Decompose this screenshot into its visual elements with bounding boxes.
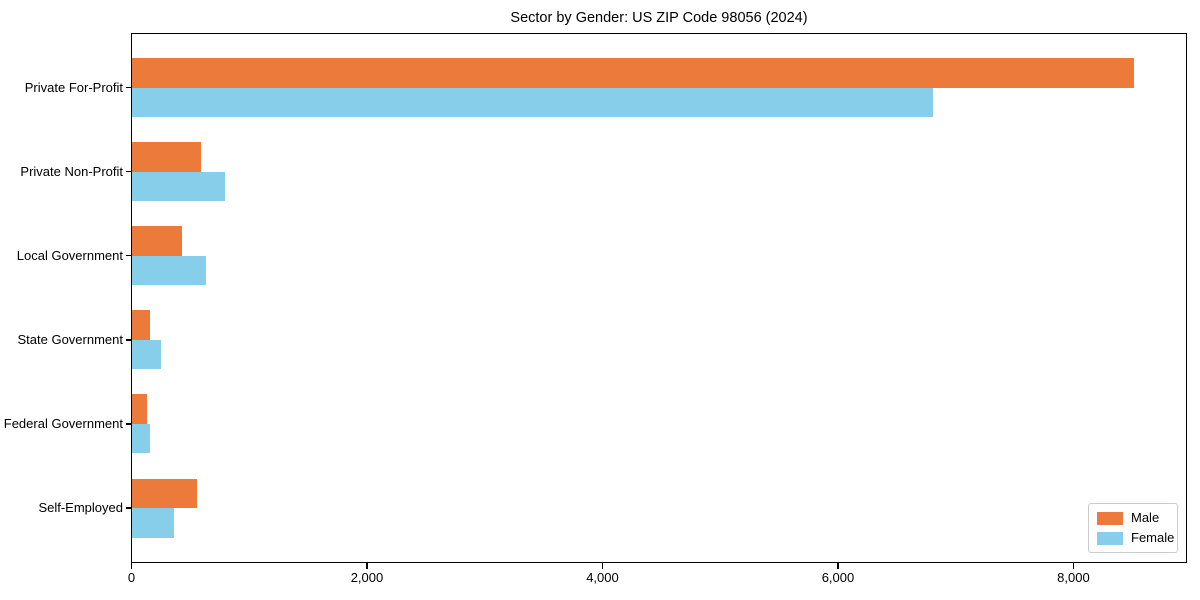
- bar-female-private-for-profit: [131, 87, 933, 118]
- legend-item-female: Female: [1089, 530, 1177, 546]
- bar-male-private-for-profit: [131, 58, 1135, 88]
- x-tick-label: 8,000: [1057, 570, 1090, 585]
- bar-male-private-non-profit: [131, 142, 201, 172]
- y-tick-label: State Government: [17, 331, 124, 347]
- chart-title: Sector by Gender: US ZIP Code 98056 (202…: [510, 10, 808, 26]
- y-tick-mark: [125, 423, 132, 425]
- bar-female-federal-government: [131, 423, 151, 454]
- x-tick-mark: [1072, 563, 1075, 569]
- y-tick-label: Self-Employed: [38, 500, 123, 515]
- y-tick-mark: [125, 507, 132, 509]
- bar-female-self-employed: [131, 508, 174, 538]
- legend-label-male: Male: [1131, 510, 1160, 525]
- y-tick-mark: [125, 255, 132, 257]
- y-tick-label: Federal Government: [3, 415, 123, 431]
- legend-swatch-female: [1097, 531, 1123, 545]
- x-tick-label: 6,000: [821, 570, 855, 585]
- bar-female-local-government: [131, 255, 207, 286]
- bar-male-federal-government: [131, 394, 148, 424]
- x-tick-mark: [366, 563, 368, 569]
- legend: Male Female: [1088, 503, 1178, 553]
- bar-male-self-employed: [131, 478, 197, 508]
- bar-female-private-non-profit: [131, 171, 225, 202]
- bar-male-state-government: [131, 310, 150, 340]
- x-tick-mark: [837, 563, 839, 569]
- bar-male-local-government: [131, 226, 182, 256]
- y-tick-label: Local Government: [16, 247, 123, 263]
- x-tick-mark: [130, 563, 133, 569]
- legend-item-male: Male: [1089, 510, 1177, 526]
- y-tick-label: Private For-Profit: [24, 79, 123, 95]
- legend-label-female: Female: [1131, 530, 1175, 545]
- x-tick-mark: [601, 563, 604, 569]
- legend-swatch-male: [1097, 511, 1123, 525]
- x-tick-label: 2,000: [350, 570, 384, 585]
- y-tick-mark: [125, 87, 132, 89]
- y-tick-mark: [125, 339, 132, 341]
- y-tick-label: Private Non-Profit: [20, 163, 123, 179]
- y-tick-mark: [125, 171, 132, 173]
- x-tick-label: 0: [127, 570, 136, 585]
- plot-area: [131, 33, 1187, 563]
- x-tick-label: 4,000: [586, 570, 619, 585]
- bar-female-state-government: [131, 339, 161, 370]
